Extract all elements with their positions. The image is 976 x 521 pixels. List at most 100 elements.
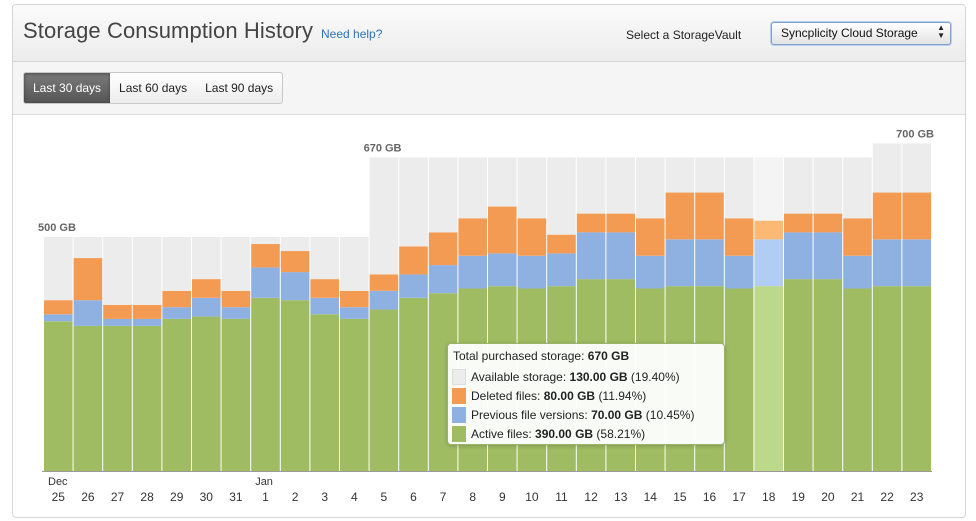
x-tick-label: 20	[821, 490, 835, 504]
bar-active-2	[280, 300, 310, 471]
bar-deleted-16	[695, 192, 724, 240]
bar-deleted-18	[754, 220, 783, 240]
bar-active-31	[221, 318, 251, 471]
bar-previous-6	[399, 274, 428, 298]
bar-deleted-27	[103, 304, 132, 319]
bar-available-8	[458, 157, 487, 219]
bar-active-30	[192, 316, 221, 471]
x-tick-label: 8	[469, 490, 476, 504]
x-tick-label: 25	[52, 490, 66, 504]
bar-available-17	[724, 157, 754, 219]
bar-previous-9	[488, 253, 517, 287]
bar-deleted-20	[813, 213, 843, 233]
bar-deleted-9	[488, 206, 517, 254]
x-tick-label: 22	[880, 490, 894, 504]
bar-deleted-29	[162, 290, 191, 308]
bar-deleted-10	[517, 218, 547, 256]
bar-previous-21	[843, 255, 872, 289]
x-tick-label: 17	[732, 490, 746, 504]
bar-deleted-5	[369, 274, 399, 291]
storagevault-select[interactable]: Syncplicity Cloud Storage ▲ ▼	[771, 22, 951, 45]
bar-previous-20	[813, 232, 843, 280]
tooltip-pct: (19.40%)	[630, 370, 680, 384]
bar-available-15	[665, 157, 695, 193]
bar-active-25	[44, 321, 73, 471]
bar-previous-27	[103, 318, 132, 326]
bar-previous-23	[902, 239, 931, 287]
x-tick-label: 13	[614, 490, 628, 504]
bar-active-20	[813, 279, 843, 471]
tooltip-title-label: Total purchased storage:	[453, 349, 585, 363]
bar-deleted-12	[576, 213, 606, 233]
tooltip-label: Deleted files:	[471, 389, 541, 403]
bar-active-29	[162, 318, 191, 471]
month-label: Dec	[48, 476, 68, 488]
bar-available-5	[369, 157, 399, 275]
bar-deleted-14	[636, 218, 665, 256]
bar-deleted-31	[221, 290, 251, 308]
tooltip-pct: (10.45%)	[645, 408, 695, 422]
bar-available-21	[843, 157, 872, 219]
bar-active-22	[872, 286, 902, 471]
bar-available-27	[103, 237, 132, 305]
bar-previous-22	[872, 239, 902, 287]
storagevault-label: Select a StorageVault	[626, 28, 742, 42]
bar-previous-15	[665, 239, 695, 287]
bar-available-11	[547, 157, 576, 235]
chart-tooltip: Total purchased storage: 670 GB Availabl…	[447, 343, 725, 445]
bar-previous-25	[44, 314, 73, 322]
storage-history-panel: Storage Consumption History Need help? S…	[12, 4, 966, 518]
bar-deleted-7	[428, 232, 458, 266]
bar-available-22	[872, 143, 902, 193]
bar-deleted-25	[44, 300, 73, 315]
x-tick-label: 2	[292, 490, 299, 504]
page-title: Storage Consumption History	[23, 18, 314, 43]
bar-deleted-28	[132, 304, 162, 319]
previous-swatch	[452, 407, 466, 423]
range-60-days-button[interactable]: Last 60 days	[119, 81, 188, 95]
bar-available-23	[902, 143, 931, 193]
bar-available-29	[162, 237, 191, 291]
bar-deleted-26	[73, 258, 103, 301]
need-help-link[interactable]: Need help?	[321, 27, 383, 41]
range-30-days-button[interactable]: Last 30 days	[24, 73, 111, 103]
range-toolbar: Last 30 days Last 60 days Last 90 days	[13, 62, 965, 115]
bar-previous-16	[695, 239, 724, 287]
range-button-group: Last 30 days Last 60 days Last 90 days	[23, 72, 284, 104]
bar-active-18	[754, 286, 783, 471]
range-90-days-button[interactable]: Last 90 days	[205, 81, 274, 95]
bar-active-6	[399, 297, 428, 471]
tooltip-value: 70.00 GB	[591, 408, 643, 422]
capacity-label: 700 GB	[896, 128, 934, 140]
bar-previous-2	[280, 272, 310, 301]
bar-active-26	[73, 325, 103, 471]
x-tick-label: 23	[910, 490, 924, 504]
bar-active-4	[340, 318, 369, 471]
bar-previous-4	[340, 307, 369, 319]
bar-active-5	[369, 309, 399, 471]
bar-previous-1	[251, 267, 280, 298]
x-tick-label: 21	[851, 490, 865, 504]
x-tick-label: 27	[111, 490, 125, 504]
bar-active-23	[902, 286, 931, 471]
bar-previous-5	[369, 290, 399, 310]
bar-deleted-11	[547, 234, 576, 254]
select-arrows-icon: ▲ ▼	[937, 23, 945, 40]
x-tick-label: 1	[262, 490, 269, 504]
bar-previous-11	[547, 253, 576, 287]
bar-previous-29	[162, 307, 191, 319]
bar-active-1	[251, 297, 280, 471]
x-tick-label: 10	[525, 490, 539, 504]
bar-deleted-21	[843, 218, 872, 256]
storage-chart: 25 26 27 28 29 30 31 1 2 3 4 5 6 7 8 9 10 11 12 13 14 15 16 17 1…	[38, 128, 934, 504]
tooltip-value: 130.00 GB	[569, 370, 628, 384]
x-tick-label: 3	[321, 490, 328, 504]
bar-previous-26	[73, 300, 103, 326]
bar-available-14	[636, 157, 665, 219]
bar-previous-8	[458, 255, 487, 289]
x-tick-label: 30	[200, 490, 214, 504]
bar-deleted-6	[399, 246, 428, 275]
x-tick-label: 11	[555, 490, 568, 504]
bar-previous-18	[754, 239, 783, 287]
x-tick-label: 4	[351, 490, 358, 504]
